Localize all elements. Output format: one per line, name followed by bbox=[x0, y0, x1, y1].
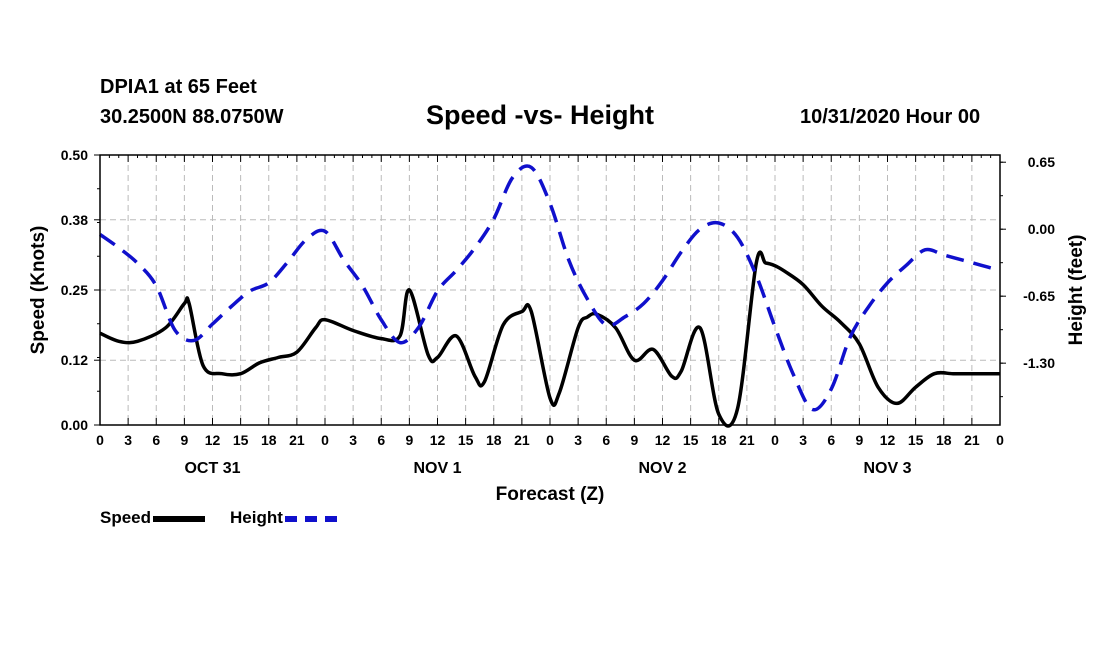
x-tick-label: 12 bbox=[655, 432, 671, 448]
y-tick-label: 0.50 bbox=[61, 147, 88, 163]
day-label: NOV 1 bbox=[413, 460, 461, 477]
x-tick-label: 9 bbox=[180, 432, 188, 448]
x-tick-label: 21 bbox=[739, 432, 755, 448]
x-tick-label: 0 bbox=[96, 432, 104, 448]
series-line-speed bbox=[99, 250, 1000, 428]
day-label: OCT 31 bbox=[184, 460, 240, 477]
y2-tick-label: -1.30 bbox=[1023, 355, 1055, 371]
legend-height: Height bbox=[230, 508, 337, 528]
legend-speed: Speed bbox=[100, 508, 206, 528]
y2-tick-label: 0.65 bbox=[1028, 154, 1055, 170]
y-tick-label: 0.38 bbox=[61, 212, 88, 228]
series-lines bbox=[98, 164, 1001, 428]
x-tick-label: 15 bbox=[683, 432, 699, 448]
x-tick-label: 12 bbox=[880, 432, 896, 448]
legend-height-swatch bbox=[284, 515, 337, 522]
x-tick-label: 18 bbox=[486, 432, 502, 448]
x-tick-label: 21 bbox=[289, 432, 305, 448]
x-tick-label: 18 bbox=[936, 432, 952, 448]
x-tick-label: 3 bbox=[349, 432, 357, 448]
y2-axis-title: Height (feet) bbox=[1066, 235, 1087, 346]
coordinates-label: 30.2500N 88.0750W bbox=[100, 106, 284, 128]
x-tick-label: 0 bbox=[546, 432, 554, 448]
day-label: NOV 3 bbox=[863, 460, 911, 477]
plot-frame bbox=[99, 154, 1001, 426]
x-tick-label: 6 bbox=[827, 432, 835, 448]
x-tick-label: 21 bbox=[514, 432, 530, 448]
x-tick-label: 9 bbox=[405, 432, 413, 448]
y2-tick-label: 0.00 bbox=[1028, 221, 1055, 237]
legend-speed-label: Speed bbox=[100, 508, 152, 527]
x-tick-label: 6 bbox=[602, 432, 610, 448]
x-tick-label: 3 bbox=[799, 432, 807, 448]
x-tick-label: 3 bbox=[574, 432, 582, 448]
x-tick-label: 6 bbox=[377, 432, 385, 448]
day-label: NOV 2 bbox=[638, 460, 686, 477]
station-label: DPIA1 at 65 Feet bbox=[100, 76, 257, 98]
y-tick-label: 0.00 bbox=[61, 417, 88, 433]
x-tick-label: 15 bbox=[458, 432, 474, 448]
x-axis-title: Forecast (Z) bbox=[496, 484, 605, 505]
x-tick-label: 15 bbox=[908, 432, 924, 448]
x-tick-label: 12 bbox=[205, 432, 221, 448]
y-axis-title: Speed (Knots) bbox=[28, 226, 49, 355]
y2-tick-label: -0.65 bbox=[1023, 288, 1055, 304]
x-tick-label: 9 bbox=[855, 432, 863, 448]
legend-speed-swatch bbox=[153, 515, 206, 522]
axes bbox=[94, 154, 1006, 426]
grid-lines bbox=[100, 155, 1000, 425]
x-tick-label: 0 bbox=[996, 432, 1004, 448]
y-tick-label: 0.25 bbox=[61, 282, 88, 298]
y-tick-label: 0.12 bbox=[61, 352, 88, 368]
run-time-label: 10/31/2020 Hour 00 bbox=[800, 106, 981, 128]
x-tick-label: 15 bbox=[233, 432, 249, 448]
axis-labels: 0 3 6 9 12 15 18 21 0 3 6 9 12 15 18 21 0 3 6 9 12 15 18 21 0 3 6 9… bbox=[28, 147, 1087, 505]
x-tick-label: 3 bbox=[124, 432, 132, 448]
x-tick-label: 12 bbox=[430, 432, 446, 448]
chart-title: Speed -vs- Height bbox=[426, 100, 655, 130]
x-tick-label: 18 bbox=[261, 432, 277, 448]
x-tick-label: 0 bbox=[321, 432, 329, 448]
x-tick-label: 9 bbox=[630, 432, 638, 448]
x-tick-label: 21 bbox=[964, 432, 980, 448]
x-tick-label: 0 bbox=[771, 432, 779, 448]
x-tick-label: 6 bbox=[152, 432, 160, 448]
x-tick-label: 18 bbox=[711, 432, 727, 448]
legend-height-label: Height bbox=[230, 508, 283, 527]
series-line-height bbox=[98, 164, 1001, 412]
